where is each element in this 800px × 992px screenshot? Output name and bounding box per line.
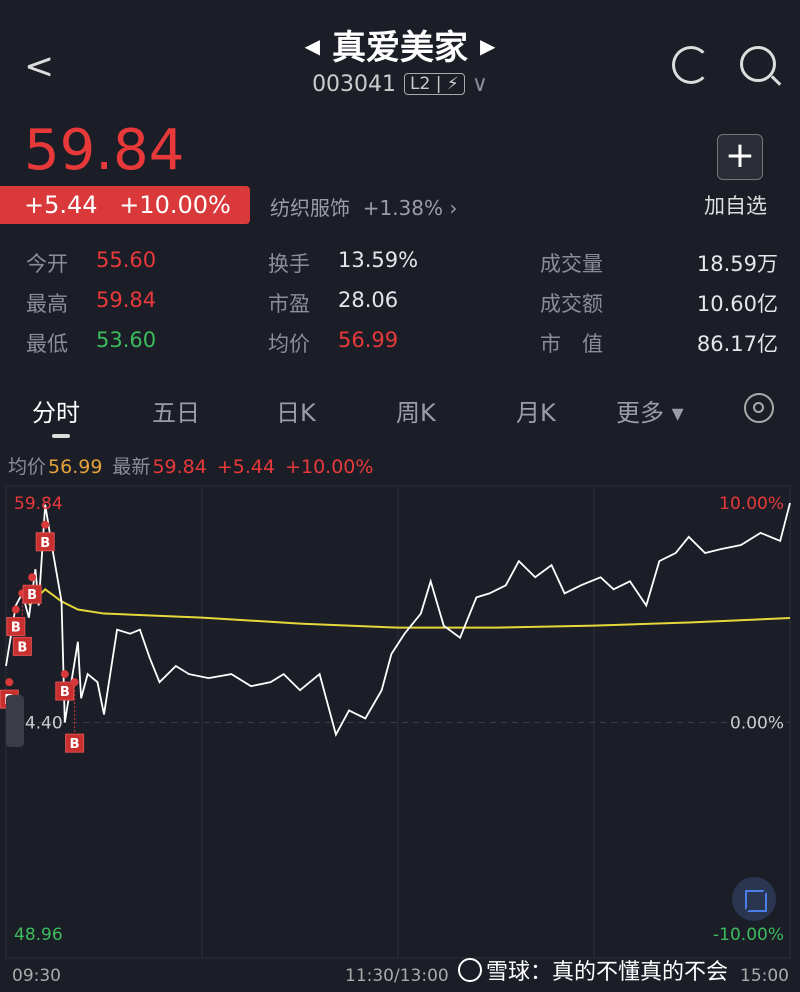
tab-3[interactable]: 周K [396, 399, 436, 427]
last-label: 最新 [112, 456, 151, 478]
buy-marker-box [22, 584, 42, 604]
next-stock-icon[interactable]: ▶ [480, 34, 496, 58]
watermark-text: 雪球：真的不懂真的不会 [486, 960, 729, 985]
x-label-midday: 11:30/13:00 [345, 966, 449, 986]
stock-title: ◀ 真爱美家 ▶ [0, 20, 800, 69]
avg-label: 均价 [8, 456, 47, 478]
tab-2[interactable]: 日K [276, 399, 316, 427]
x-label-open: 09:30 [12, 966, 61, 986]
stat-value: 13.59% [338, 248, 419, 272]
current-price: 59.84 [24, 118, 185, 183]
info-change: +5.44 [216, 456, 276, 478]
stat-label: 最高 [26, 292, 68, 316]
buy-marker-dot [60, 670, 69, 679]
change-badge: +5.44 +10.00% [0, 186, 250, 224]
chart-info-line: 均价 56.99 最新 59.84 +5.44 +10.00% [8, 452, 383, 479]
y-label-left: 48.96 [14, 925, 63, 945]
buy-marker-box [12, 636, 32, 656]
sector-percent: +1.38% [362, 196, 444, 220]
sector-link[interactable]: 纺织服饰 +1.38% › [270, 192, 457, 221]
avg-value: 56.99 [48, 456, 103, 478]
stock-name: 真爱美家 [332, 28, 468, 68]
refresh-icon[interactable] [672, 46, 710, 84]
stat-label: 今开 [26, 252, 68, 276]
buy-marker-label: B [17, 640, 27, 655]
sector-name: 纺织服饰 [270, 196, 350, 220]
stat-label: 市盈 [268, 292, 310, 316]
info-percent: +10.00% [285, 456, 374, 478]
dropdown-icon[interactable]: ∨ [471, 72, 488, 97]
stock-code: 003041 [312, 72, 397, 97]
stat-value: 53.60 [96, 328, 157, 352]
stat-value: 10.60亿 [696, 292, 778, 316]
buy-marker-label: B [27, 588, 37, 603]
stat-value: 56.99 [338, 328, 399, 352]
prev-stock-icon[interactable]: ◀ [304, 34, 320, 58]
stat-value: 28.06 [338, 288, 399, 312]
stat-label: 换手 [268, 252, 310, 276]
l2-badge[interactable]: L2 | ⚡ [404, 73, 465, 95]
x-label-close: 15:00 [740, 966, 789, 986]
y-label-right: -10.00% [713, 925, 784, 945]
add-watchlist-label[interactable]: 加自选 [704, 194, 767, 218]
tab-5[interactable]: 更多 ▾ [616, 399, 684, 427]
y-label-right: 10.00% [719, 494, 784, 514]
tab-4[interactable]: 月K [516, 399, 556, 427]
buy-marker-dot [28, 573, 37, 582]
tab-0[interactable]: 分时 [32, 399, 80, 427]
xueqiu-logo-icon [458, 958, 482, 982]
buy-marker-label: B [60, 685, 70, 700]
buy-marker-dot [41, 520, 50, 529]
y-label-left: 59.84 [14, 494, 63, 514]
chart-tabs: 分时 五日 日K 周K 月K 更多 ▾ [0, 385, 800, 435]
stat-label: 最低 [26, 332, 68, 356]
buy-marker-dot [11, 605, 20, 614]
buy-marker-box [65, 733, 85, 753]
settings-icon[interactable] [744, 393, 774, 423]
stat-value: 55.60 [96, 248, 157, 272]
stat-value: 18.59万 [696, 252, 778, 276]
collapse-handle[interactable] [6, 695, 24, 747]
buy-marker-box [6, 617, 26, 637]
change-percent: +10.00% [119, 191, 231, 219]
add-watchlist-button[interactable]: + [717, 134, 763, 180]
stock-code-row: 003041 L2 | ⚡ ∨ [0, 72, 800, 97]
y-label-left: 54.40 [14, 714, 63, 734]
back-icon[interactable]: < [24, 46, 55, 87]
search-icon[interactable] [740, 46, 776, 82]
buy-marker-box [35, 532, 55, 552]
stat-label: 成交量 [540, 252, 603, 276]
fullscreen-icon[interactable] [732, 877, 776, 921]
buy-marker-dot [70, 678, 79, 687]
buy-marker-label: B [40, 536, 50, 551]
stat-label: 成交额 [540, 292, 603, 316]
stat-value: 59.84 [96, 288, 157, 312]
buy-marker-dot [5, 678, 14, 687]
avg-price-line [28, 588, 791, 629]
buy-marker-label: B [70, 737, 80, 752]
y-label-right: 0.00% [730, 714, 784, 734]
watermark: 雪球：真的不懂真的不会 [458, 954, 728, 986]
stat-value: 86.17亿 [696, 332, 778, 356]
active-tab-indicator [52, 434, 70, 438]
buy-marker-box [55, 681, 75, 701]
change-value: +5.44 [24, 191, 98, 219]
stat-label: 均价 [268, 332, 310, 356]
plus-icon: + [724, 135, 756, 176]
buy-marker-label: B [11, 621, 21, 636]
last-value: 59.84 [152, 456, 207, 478]
stat-label: 市 值 [540, 332, 603, 356]
tab-1[interactable]: 五日 [152, 399, 200, 427]
chevron-right-icon: › [449, 196, 458, 220]
